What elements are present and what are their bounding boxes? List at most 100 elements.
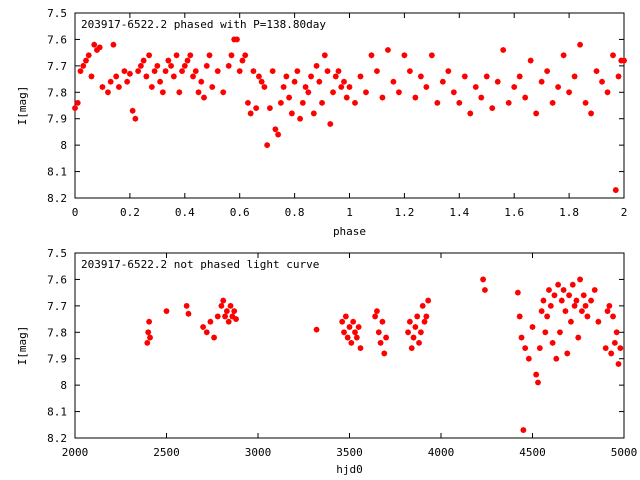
data-point [558, 297, 565, 304]
data-point [220, 89, 227, 96]
data-point [242, 52, 249, 59]
data-point [417, 329, 424, 336]
data-point [225, 318, 232, 325]
data-point [173, 52, 180, 59]
data-point [126, 70, 133, 77]
data-point [522, 345, 529, 352]
data-point [580, 292, 587, 299]
data-point [494, 78, 501, 85]
data-point [538, 308, 545, 315]
data-point [198, 78, 205, 85]
data-point [344, 334, 351, 341]
data-point [135, 68, 142, 75]
data-point [410, 334, 417, 341]
data-point [335, 68, 342, 75]
data-point [168, 62, 175, 69]
data-point [489, 105, 496, 112]
data-point [104, 89, 111, 96]
data-point [613, 329, 620, 336]
data-point [414, 313, 421, 320]
data-point [159, 89, 166, 96]
data-point [332, 73, 339, 80]
data-point [343, 94, 350, 101]
data-point [406, 68, 413, 75]
x-axis-label: hjd0 [336, 463, 363, 476]
data-point [231, 308, 238, 315]
data-point [99, 83, 106, 91]
data-point [478, 94, 485, 101]
data-point [562, 308, 569, 315]
y-tick-label: 7.6 [47, 33, 67, 46]
data-point [617, 345, 624, 352]
data-point [195, 89, 202, 96]
data-point [255, 73, 262, 80]
data-point [533, 371, 540, 378]
data-point [200, 323, 207, 331]
data-point [236, 68, 243, 75]
data-point [351, 99, 359, 106]
data-point [179, 68, 186, 75]
data-point [406, 318, 413, 325]
data-point [584, 313, 591, 320]
data-point [421, 318, 428, 325]
data-point [445, 68, 452, 75]
data-point [612, 187, 619, 194]
y-tick-label: 7.7 [47, 300, 67, 313]
data-point [218, 302, 225, 309]
y-tick-label: 7.8 [47, 326, 67, 339]
data-point [305, 89, 312, 96]
data-point [183, 302, 190, 309]
data-point [88, 73, 95, 80]
data-point [258, 78, 265, 85]
data-point [192, 68, 199, 75]
data-point [522, 94, 529, 101]
data-point [346, 83, 353, 91]
data-point [604, 89, 611, 96]
data-point [416, 339, 423, 346]
data-point [529, 323, 536, 331]
data-point [609, 52, 617, 59]
data-point [434, 99, 441, 106]
data-point [214, 68, 221, 75]
x-tick-label: 0.8 [285, 206, 305, 219]
x-tick-label: 1.6 [504, 206, 524, 219]
y-tick-label: 7.8 [47, 86, 67, 99]
data-point [412, 94, 419, 101]
data-point [549, 339, 556, 346]
data-point [299, 99, 306, 106]
data-point [269, 68, 276, 75]
data-point [571, 73, 578, 80]
x-tick-label: 4500 [519, 446, 546, 459]
data-point [536, 345, 543, 352]
x-tick-label: 4000 [428, 446, 455, 459]
data-point [165, 57, 172, 64]
data-point [505, 99, 512, 106]
plot-frame [74, 12, 625, 199]
data-point [302, 83, 309, 91]
data-point [555, 83, 562, 91]
data-point [74, 99, 81, 106]
data-point [203, 329, 210, 336]
data-point [184, 57, 191, 64]
data-point [222, 313, 229, 320]
data-point [206, 52, 213, 59]
data-point [342, 313, 349, 320]
data-point [350, 318, 357, 325]
data-point [467, 110, 474, 117]
data-point [247, 110, 254, 117]
data-point [384, 46, 391, 54]
data-point [316, 78, 323, 85]
data-point [377, 339, 384, 346]
y-tick-label: 8 [60, 139, 67, 152]
x-tick-label: 2500 [153, 446, 180, 459]
data-point [340, 329, 348, 336]
data-point [200, 94, 208, 101]
unphased-light-curve-panel: 2000 2500 3000 3500 4000 4500 5000 7.5 7.6 7.7 7.8… [16, 247, 637, 476]
data-point [80, 62, 87, 69]
data-point [154, 62, 161, 69]
data-point [124, 78, 131, 85]
y-tick-label: 7.7 [47, 60, 67, 73]
data-point [214, 313, 221, 320]
data-point [405, 329, 412, 336]
